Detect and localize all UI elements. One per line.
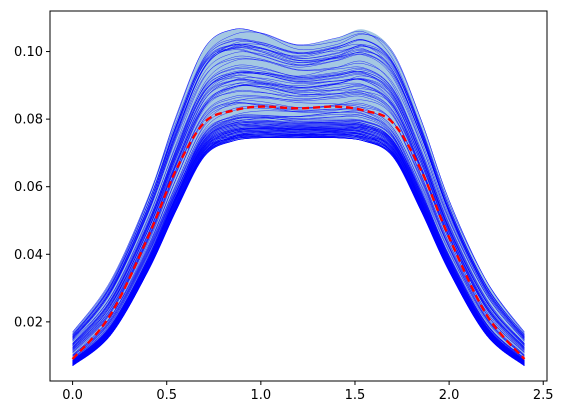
mean-line	[71, 105, 526, 360]
sample-line	[72, 127, 525, 363]
x-tick-label: 0.5	[156, 388, 177, 403]
sample-line	[72, 133, 525, 365]
sample-line	[72, 102, 525, 356]
axes-border	[49, 10, 548, 382]
sample-line	[72, 99, 525, 355]
sample-line	[72, 39, 525, 337]
sample-line	[72, 31, 525, 333]
y-tick-label: 0.04	[14, 248, 43, 263]
y-tick-label: 0.02	[14, 315, 43, 330]
x-tick-label: 2.0	[439, 388, 460, 403]
sample-line	[72, 47, 525, 338]
sample-line	[72, 132, 525, 365]
axes-frame	[49, 10, 548, 382]
sample-line	[72, 135, 525, 366]
sample-line	[72, 128, 525, 364]
y-axis: 0.02 0.04 0.06 0.08 0.10	[14, 45, 50, 330]
y-tick-label: 0.10	[14, 45, 43, 60]
sample-line	[72, 123, 525, 362]
sample-line	[72, 55, 525, 342]
sample-line	[72, 130, 525, 365]
sample-line	[72, 124, 525, 363]
y-tick-label: 0.08	[14, 113, 43, 128]
sample-line	[72, 74, 525, 348]
sample-line	[72, 102, 525, 357]
sample-line	[72, 81, 525, 349]
sample-line	[72, 106, 525, 356]
sample-line	[72, 122, 525, 362]
sample-line	[72, 94, 525, 353]
sample-line	[72, 137, 525, 367]
x-tick-label: 1.0	[251, 388, 272, 403]
sample-line	[72, 125, 525, 363]
sample-line	[72, 116, 525, 360]
sample-line	[72, 120, 525, 361]
plot-area	[71, 28, 526, 367]
y-tick-label: 0.06	[14, 180, 43, 195]
x-tick-label: 2.5	[533, 388, 554, 403]
x-axis: 0.0 0.5 1.0 1.5 2.0 2.5	[62, 381, 554, 403]
x-tick-label: 1.5	[345, 388, 366, 403]
sample-line	[72, 60, 525, 344]
sample-line	[72, 129, 525, 364]
sample-line	[72, 54, 525, 341]
x-tick-label: 0.0	[62, 388, 83, 403]
sample-line	[72, 116, 525, 360]
sample-line	[72, 134, 525, 366]
